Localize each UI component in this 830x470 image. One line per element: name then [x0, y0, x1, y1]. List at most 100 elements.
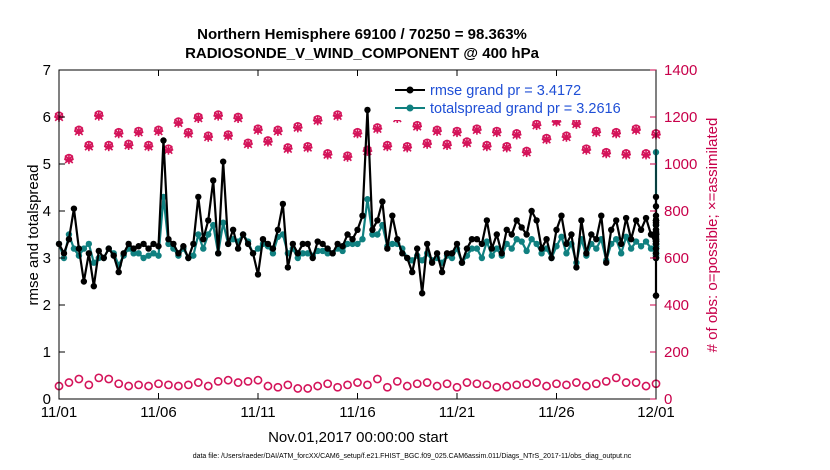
rmse-point	[304, 240, 311, 248]
obs-possible-marker	[621, 378, 631, 387]
totalspread-point	[150, 250, 157, 257]
rmse-point	[314, 238, 321, 245]
rmse-point	[513, 217, 520, 224]
totalspread-point	[558, 233, 565, 241]
rmse-point	[195, 193, 202, 201]
totalspread-point	[210, 221, 217, 229]
rmse-point	[75, 245, 83, 252]
obs-possible-marker	[372, 374, 382, 384]
totalspread-point	[528, 236, 535, 243]
obs-possible-marker	[203, 381, 213, 391]
obs-possible-marker	[173, 381, 183, 391]
obs-possible-marker	[382, 382, 392, 392]
totalspread-point	[513, 236, 520, 243]
obs-assimilated-marker	[452, 127, 462, 138]
totalspread-point	[135, 250, 142, 257]
y-tick-label: 1	[43, 344, 51, 361]
obs-possible-marker	[542, 381, 551, 391]
y-tick-label: 4	[43, 203, 51, 220]
obs-assimilated-marker	[273, 126, 283, 136]
obs-possible-marker	[591, 379, 601, 389]
rmse-point	[369, 226, 376, 233]
y-tick-label: 2	[43, 297, 51, 314]
rmse-point	[180, 243, 187, 250]
totalspread-point	[508, 245, 515, 252]
totalspread-point	[627, 245, 635, 252]
obs-assimilated-marker	[482, 141, 492, 152]
totalspread-point	[637, 243, 645, 250]
rmse-point	[165, 236, 172, 243]
legend-rmse-marker	[406, 86, 414, 94]
y2-tick-label: 600	[664, 250, 689, 267]
obs-possible-marker	[183, 380, 193, 390]
rmse-point	[299, 240, 306, 248]
rmse-point	[478, 240, 486, 248]
totalspread-point	[473, 245, 481, 252]
obs-assimilated-marker	[193, 113, 204, 123]
rmse-point	[249, 250, 257, 257]
obs-assimilated-marker	[601, 148, 612, 159]
rmse-point	[503, 226, 510, 233]
rmse-point	[274, 226, 282, 233]
obs-assimilated-marker	[362, 146, 373, 156]
rmse-point	[259, 236, 267, 243]
rmse-point	[483, 217, 491, 224]
rmse-point	[120, 250, 127, 257]
obs-possible-marker	[193, 378, 203, 387]
rmse-point	[359, 212, 366, 219]
ticks-layer: 11/01 11/06 11/11 11/16 11/21 11/26 12/0101234…	[41, 62, 698, 421]
obs-assimilated-marker	[472, 125, 482, 135]
obs-assimilated-marker	[74, 126, 84, 136]
rmse-point	[588, 231, 595, 238]
totalspread-point	[563, 250, 570, 257]
obs-assimilated-marker	[462, 138, 472, 148]
obs-possible-marker	[442, 379, 452, 389]
rmse-point	[125, 240, 132, 248]
obs-possible-marker	[313, 381, 323, 391]
obs-assimilated-marker	[163, 145, 174, 155]
rmse-point	[433, 250, 441, 257]
rmse-point	[632, 217, 640, 224]
obs-possible-marker	[293, 384, 303, 393]
obs-possible-marker	[283, 380, 293, 390]
totalspread-point	[165, 240, 172, 248]
rmse-point	[389, 212, 396, 219]
obs-possible-marker	[263, 381, 273, 391]
totalspread-point	[488, 252, 496, 259]
obs-possible-marker	[641, 381, 651, 391]
rmse-point	[309, 254, 316, 262]
obs-assimilated-marker	[223, 131, 233, 141]
obs-possible-marker	[402, 381, 412, 391]
rmse-point	[160, 137, 167, 144]
obs-assimilated-marker	[253, 125, 263, 135]
rmse-point	[254, 271, 262, 278]
obs-possible-marker	[432, 381, 442, 391]
obs-assimilated-marker	[621, 149, 631, 160]
y-tick-label: 3	[43, 250, 51, 267]
totalspread-point	[354, 240, 361, 248]
rmse-point	[578, 217, 585, 224]
rmse-point	[379, 198, 386, 205]
obs-possible-marker	[412, 379, 422, 389]
totalspread-point	[359, 236, 366, 243]
totalspread-point	[642, 238, 650, 245]
totalspread-point	[200, 245, 207, 252]
x-tick-label: 12/01	[637, 404, 675, 421]
totalspread-point	[145, 252, 152, 259]
chart-title: Northern Hemisphere 69100 / 70250 = 98.3…	[197, 26, 527, 43]
rmse-point	[603, 259, 610, 266]
rmse-point	[493, 231, 500, 238]
rmse-point	[543, 236, 550, 243]
rmse-point	[558, 212, 565, 219]
legend-box	[389, 76, 649, 120]
totalspread-point	[622, 233, 630, 241]
obs-possible-marker	[581, 381, 591, 391]
x-tick-label: 11/11	[240, 404, 275, 421]
rmse-point	[647, 231, 655, 238]
obs-assimilated-marker	[561, 132, 572, 142]
rmse-point	[140, 240, 147, 248]
rmse-point	[553, 226, 560, 233]
obs-assimilated-marker	[412, 121, 422, 132]
rmse-point	[354, 226, 361, 233]
